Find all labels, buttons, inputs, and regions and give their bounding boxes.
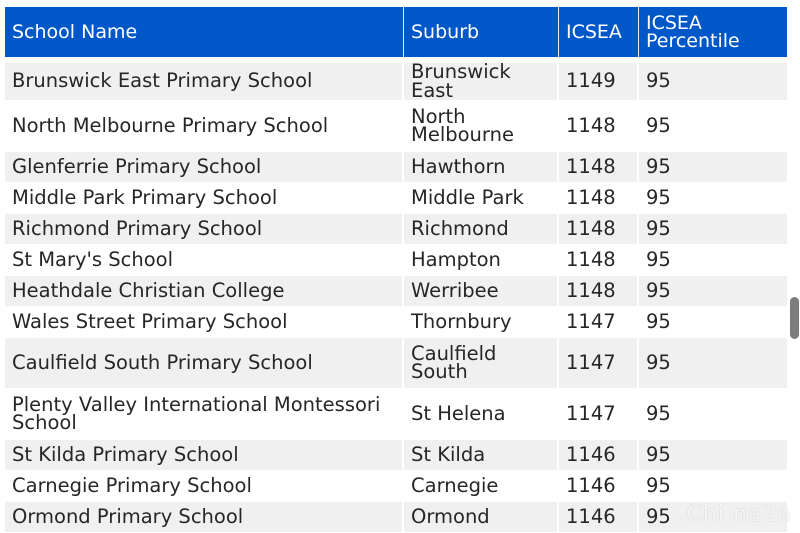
- cell-school-name: Carnegie Primary School: [5, 471, 404, 502]
- schools-table: School Name Suburb ICSEA ICSEA Percentil…: [5, 7, 787, 533]
- cell-icsea: 1146: [559, 440, 639, 471]
- cell-suburb: Richmond: [404, 214, 559, 245]
- cell-percentile: 95: [639, 245, 787, 276]
- table-row[interactable]: Middle Park Primary School Middle Park 1…: [5, 183, 787, 214]
- cell-percentile: 95: [639, 338, 787, 389]
- column-header-suburb[interactable]: Suburb: [404, 7, 559, 57]
- cell-suburb: Caulfield South: [404, 338, 559, 389]
- cell-percentile: 95: [639, 63, 787, 101]
- cell-suburb: Thornbury: [404, 307, 559, 338]
- cell-icsea: 1146: [559, 502, 639, 533]
- cell-school-name: Middle Park Primary School: [5, 183, 404, 214]
- cell-percentile: 95: [639, 183, 787, 214]
- cell-suburb: Carnegie: [404, 471, 559, 502]
- cell-school-name: Wales Street Primary School: [5, 307, 404, 338]
- cell-suburb: Werribee: [404, 276, 559, 307]
- column-header-school-name[interactable]: School Name: [5, 7, 404, 57]
- cell-icsea: 1148: [559, 101, 639, 152]
- cell-suburb: Hampton: [404, 245, 559, 276]
- cell-school-name: Heathdale Christian College: [5, 276, 404, 307]
- table-row[interactable]: Glenferrie Primary School Hawthorn 1148 …: [5, 152, 787, 183]
- cell-icsea: 1148: [559, 183, 639, 214]
- table-row[interactable]: Wales Street Primary School Thornbury 11…: [5, 307, 787, 338]
- cell-icsea: 1148: [559, 214, 639, 245]
- table-row[interactable]: Plenty Valley International Montessori S…: [5, 389, 787, 440]
- cell-school-name: Caulfield South Primary School: [5, 338, 404, 389]
- cell-school-name: Ormond Primary School: [5, 502, 404, 533]
- cell-icsea: 1148: [559, 152, 639, 183]
- cell-school-name: St Mary's School: [5, 245, 404, 276]
- cell-suburb: Brunswick East: [404, 63, 559, 101]
- cell-suburb: Middle Park: [404, 183, 559, 214]
- cell-icsea: 1149: [559, 63, 639, 101]
- cell-percentile: 95: [639, 214, 787, 245]
- cell-percentile: 95: [639, 307, 787, 338]
- table-row[interactable]: St Kilda Primary School St Kilda 1146 95: [5, 440, 787, 471]
- cell-icsea: 1148: [559, 245, 639, 276]
- table-row[interactable]: Heathdale Christian College Werribee 114…: [5, 276, 787, 307]
- cell-suburb: St Kilda: [404, 440, 559, 471]
- watermark: Chi na2a: [686, 502, 792, 527]
- cell-percentile: 95: [639, 440, 787, 471]
- column-header-icsea[interactable]: ICSEA: [559, 7, 639, 57]
- cell-icsea: 1148: [559, 276, 639, 307]
- cell-school-name: Richmond Primary School: [5, 214, 404, 245]
- cell-percentile: 95: [639, 152, 787, 183]
- table-row[interactable]: North Melbourne Primary School North Mel…: [5, 101, 787, 152]
- cell-suburb: Ormond: [404, 502, 559, 533]
- cell-suburb: North Melbourne: [404, 101, 559, 152]
- cell-school-name: Glenferrie Primary School: [5, 152, 404, 183]
- column-header-icsea-percentile[interactable]: ICSEA Percentile: [639, 7, 787, 57]
- table-row[interactable]: St Mary's School Hampton 1148 95: [5, 245, 787, 276]
- schools-table-container: School Name Suburb ICSEA ICSEA Percentil…: [5, 7, 787, 533]
- cell-percentile: 95: [639, 471, 787, 502]
- cell-school-name: St Kilda Primary School: [5, 440, 404, 471]
- cell-icsea: 1147: [559, 338, 639, 389]
- cell-suburb: St Helena: [404, 389, 559, 440]
- table-body: Brunswick East Primary School Brunswick …: [5, 57, 787, 533]
- table-header: School Name Suburb ICSEA ICSEA Percentil…: [5, 7, 787, 57]
- table-row[interactable]: Ormond Primary School Ormond 1146 95: [5, 502, 787, 533]
- cell-percentile: 95: [639, 101, 787, 152]
- cell-icsea: 1146: [559, 471, 639, 502]
- cell-school-name: Brunswick East Primary School: [5, 63, 404, 101]
- cell-icsea: 1147: [559, 307, 639, 338]
- table-row[interactable]: Caulfield South Primary School Caulfield…: [5, 338, 787, 389]
- table-row[interactable]: Richmond Primary School Richmond 1148 95: [5, 214, 787, 245]
- cell-school-name: Plenty Valley International Montessori S…: [5, 389, 404, 440]
- cell-suburb: Hawthorn: [404, 152, 559, 183]
- cell-percentile: 95: [639, 276, 787, 307]
- cell-school-name: North Melbourne Primary School: [5, 101, 404, 152]
- vertical-scrollbar-thumb[interactable]: [790, 297, 799, 339]
- table-row[interactable]: Carnegie Primary School Carnegie 1146 95: [5, 471, 787, 502]
- cell-percentile: 95: [639, 389, 787, 440]
- table-row[interactable]: Brunswick East Primary School Brunswick …: [5, 63, 787, 101]
- cell-icsea: 1147: [559, 389, 639, 440]
